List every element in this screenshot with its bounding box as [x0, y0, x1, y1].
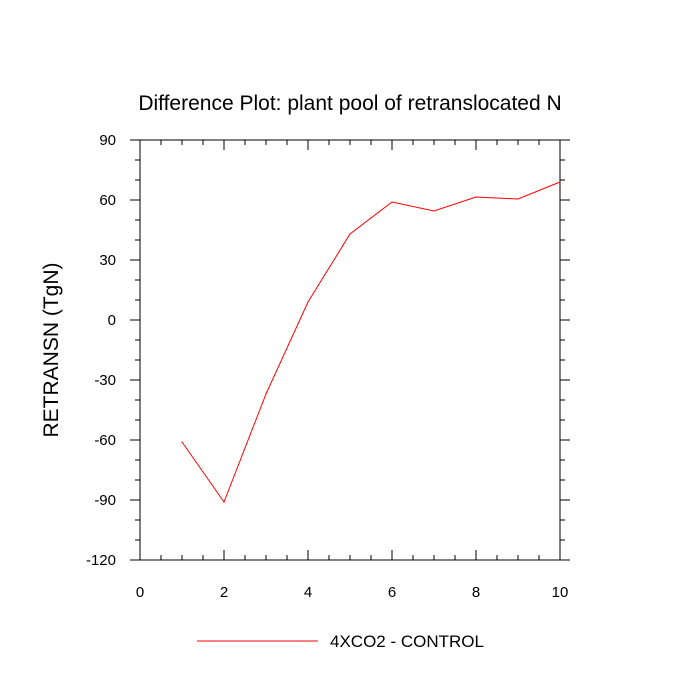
- data-point: [475, 196, 477, 198]
- data-point: [307, 301, 309, 303]
- y-tick-label: 0: [108, 312, 116, 329]
- series-layer: [181, 181, 561, 504]
- x-tick-label: 6: [388, 584, 396, 601]
- series-line: [181, 181, 561, 504]
- data-point: [517, 198, 519, 200]
- x-tick-label: 2: [220, 584, 228, 601]
- y-tick-label: 60: [99, 192, 116, 209]
- data-point: [223, 501, 225, 503]
- y-tick-label: 90: [99, 132, 116, 149]
- legend-label: 4XCO2 - CONTROL: [330, 632, 484, 651]
- plot-border: [139, 139, 561, 561]
- plot-frame: [139, 139, 561, 561]
- data-point: [349, 233, 351, 235]
- y-tick-label: -30: [94, 372, 116, 389]
- chart-title: Difference Plot: plant pool of retranslo…: [138, 92, 561, 115]
- y-tick-label: 30: [99, 252, 116, 269]
- x-tick-label: 4: [304, 584, 312, 601]
- x-tick-label: 8: [472, 584, 480, 601]
- y-tick-label: -120: [86, 552, 116, 569]
- data-point: [265, 393, 267, 395]
- y-tick-label: -90: [94, 492, 116, 509]
- legend: 4XCO2 - CONTROL: [197, 632, 484, 651]
- data-point: [391, 201, 393, 203]
- x-axis: 0 2 4 6 8 10: [136, 140, 569, 601]
- x-tick-label: 10: [552, 584, 569, 601]
- data-point: [559, 181, 561, 183]
- y-tick-label: -60: [94, 432, 116, 449]
- data-point: [433, 210, 435, 212]
- data-point: [181, 441, 183, 443]
- y-axis: -120 -90 -60 -30 0 30 60 90: [86, 132, 570, 569]
- y-axis-label: RETRANSN (TgN): [40, 262, 63, 437]
- x-tick-label: 0: [136, 584, 144, 601]
